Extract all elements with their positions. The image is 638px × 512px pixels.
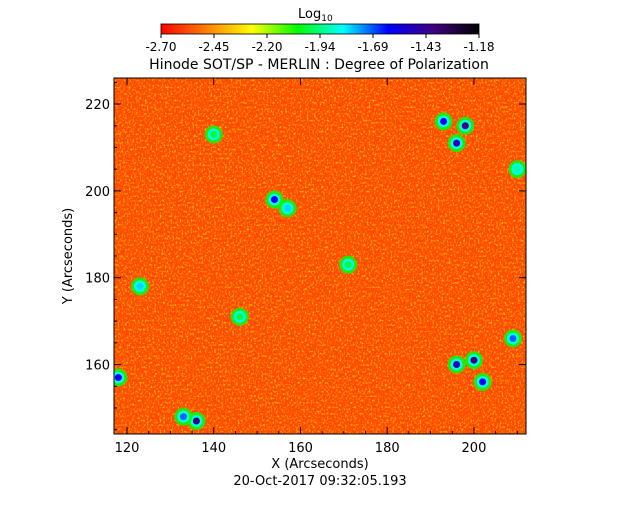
heatmap-region bbox=[204, 125, 223, 144]
x-tick-label: 160 bbox=[288, 441, 313, 456]
x-tick-label: 120 bbox=[115, 441, 140, 456]
y-axis-label: Y (Arcseconds) bbox=[61, 208, 76, 305]
heatmap-region bbox=[456, 116, 475, 135]
heatmap-region bbox=[174, 407, 193, 426]
chart-title: Hinode SOT/SP - MERLIN : Degree of Polar… bbox=[149, 57, 489, 73]
colorbar-title-main: Log bbox=[298, 7, 321, 22]
colorbar-title-subscript: 10 bbox=[321, 14, 333, 24]
heatmap-region bbox=[131, 277, 150, 296]
y-tick-label: 220 bbox=[85, 98, 110, 113]
heatmap-regions bbox=[114, 112, 526, 430]
colorbar-tick-label: -1.94 bbox=[304, 40, 335, 54]
heatmap-region bbox=[473, 372, 492, 391]
colorbar-tick-labels: -2.70 -2.45 -2.20 -1.94 -1.69 -1.43 -1.18 bbox=[145, 40, 494, 54]
colorbar-title: Log10 bbox=[298, 7, 333, 24]
y-tick-label: 180 bbox=[85, 272, 110, 287]
heatmap-region bbox=[508, 160, 526, 179]
colorbar-tick-label: -1.43 bbox=[410, 40, 441, 54]
heatmap-region bbox=[230, 307, 249, 326]
y-tick-label: 160 bbox=[85, 359, 110, 374]
x-axis-ticks: 120 140 160 180 200 bbox=[115, 78, 518, 456]
colorbar-gradient bbox=[160, 23, 480, 35]
heatmap-region bbox=[434, 112, 453, 131]
heatmap-region bbox=[447, 355, 466, 374]
heatmap-region bbox=[278, 199, 297, 218]
heatmap-region bbox=[447, 134, 466, 153]
heatmap-region bbox=[114, 368, 128, 387]
colorbar: Log10 -2.70 -2.45 -2.20 -1.94 -1.69 -1.43 -1.1… bbox=[145, 7, 494, 54]
heatmap-region bbox=[339, 255, 358, 274]
colorbar-tick-label: -1.18 bbox=[463, 40, 494, 54]
colorbar-tick-label: -2.70 bbox=[145, 40, 176, 54]
plot-area: 120 140 160 180 200 160 180 200 220 bbox=[85, 77, 527, 456]
y-axis-ticks: 160 180 200 220 bbox=[85, 81, 526, 431]
x-tick-label: 180 bbox=[375, 441, 400, 456]
x-axis-label: X (Arcseconds) bbox=[271, 457, 368, 472]
x-tick-label: 200 bbox=[462, 441, 487, 456]
colorbar-ticks bbox=[160, 34, 480, 38]
heatmap-region bbox=[464, 351, 483, 370]
heatmap-region bbox=[265, 190, 284, 209]
colorbar-tick-label: -2.45 bbox=[198, 40, 229, 54]
heatmap-region bbox=[503, 329, 522, 348]
timestamp: 20-Oct-2017 09:32:05.193 bbox=[233, 474, 406, 489]
colorbar-tick-label: -2.20 bbox=[251, 40, 282, 54]
x-tick-label: 140 bbox=[201, 441, 226, 456]
colorbar-tick-label: -1.69 bbox=[357, 40, 388, 54]
y-tick-label: 200 bbox=[85, 185, 110, 200]
